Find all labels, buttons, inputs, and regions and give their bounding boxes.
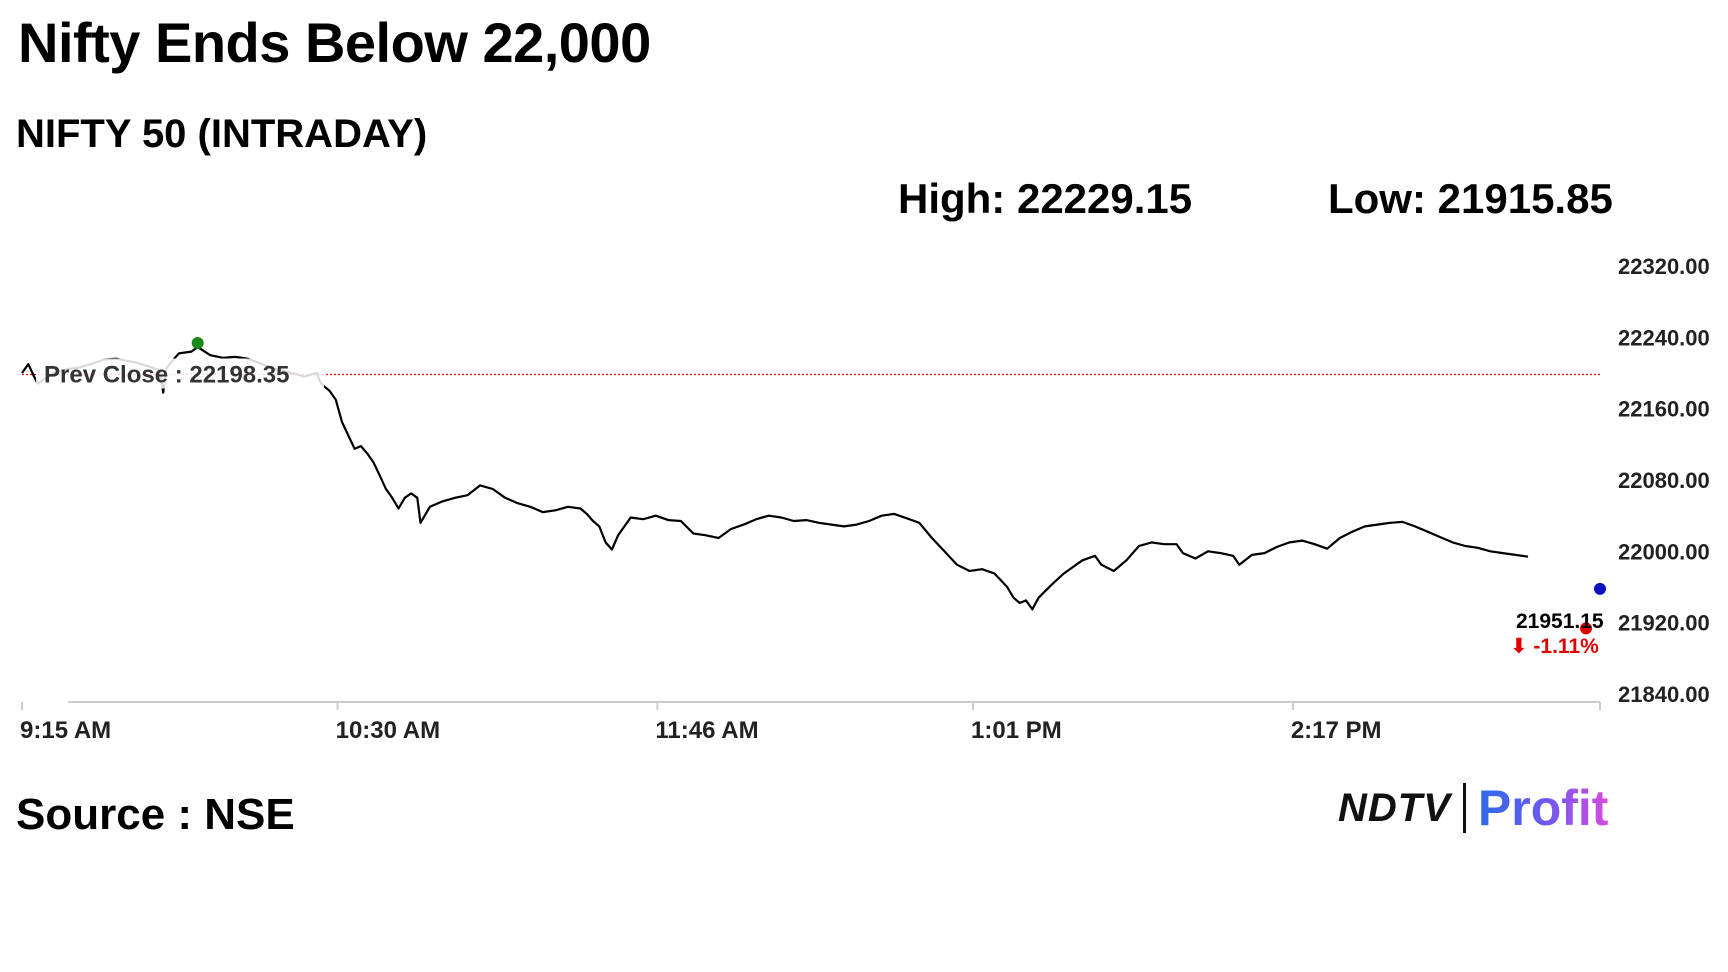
x-tick-label: 10:30 AM (336, 717, 440, 744)
y-tick-label: 22240.00 (1618, 325, 1710, 350)
x-axis: 9:15 AM 10:30 AM 11:46 AM 1:01 PM 2:17 PM (20, 701, 1601, 744)
source-note: Source : NSE (16, 790, 295, 839)
x-tick-label: 1:01 PM (971, 717, 1062, 744)
last-marker (1594, 582, 1606, 595)
y-tick-label: 21920.00 (1618, 611, 1710, 636)
prev-close-label: Prev Close : 22198.35 (44, 361, 290, 388)
y-axis: 22320.00 22240.00 22160.00 22080.00 22000.00… (1618, 254, 1710, 707)
y-tick-label: 22080.00 (1618, 468, 1710, 493)
logo-profit: Profit (1477, 780, 1609, 836)
x-tick-label: 11:46 AM (655, 717, 758, 744)
x-tick-label: 9:15 AM (20, 717, 111, 744)
last-value-label: 21951.15 (1516, 610, 1604, 633)
y-tick-label: 22160.00 (1618, 397, 1710, 422)
y-tick-label: 22000.00 (1618, 539, 1710, 564)
chart-subtitle: NIFTY 50 (INTRADAY) (16, 112, 428, 156)
low-marker (1580, 622, 1592, 635)
headline: Nifty Ends Below 22,000 (18, 11, 651, 74)
change-label: ⬇ -1.11% (1510, 635, 1599, 658)
day-high: High: 22229.15 (898, 175, 1193, 222)
prev-close-label-bg (36, 358, 324, 389)
y-tick-label: 21840.00 (1618, 682, 1710, 707)
day-low: Low: 21915.85 (1328, 175, 1613, 222)
high-marker (191, 337, 204, 350)
logo-divider (1462, 783, 1466, 833)
logo-ndtv: NDTV (1338, 785, 1451, 830)
y-tick-label: 22320.00 (1618, 254, 1710, 279)
brand-logo: NDTV Profit (1338, 778, 1608, 838)
intraday-chart: 22320.00 22240.00 22160.00 22080.00 22000.00… (20, 254, 1710, 744)
x-tick-label: 2:17 PM (1291, 717, 1382, 744)
